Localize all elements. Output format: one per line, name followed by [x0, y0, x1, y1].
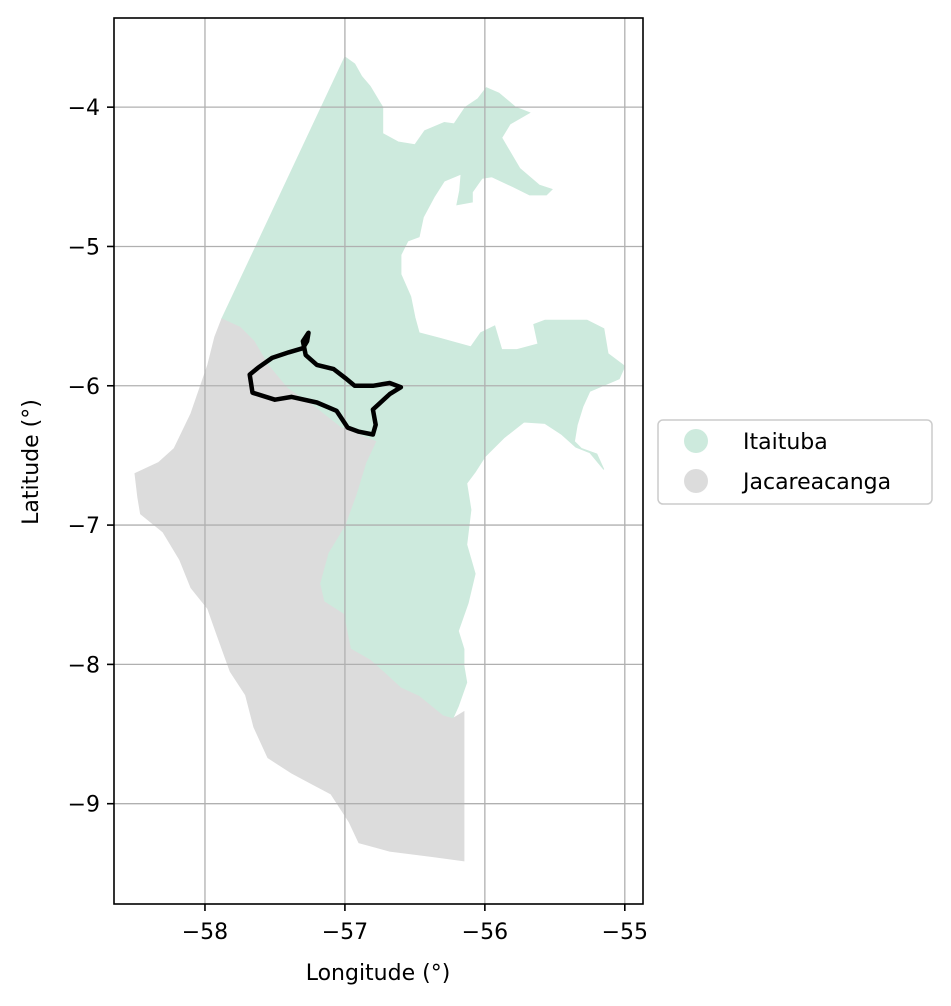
x-tick-label: −55 — [602, 920, 648, 945]
y-tick-label: −5 — [68, 235, 100, 260]
legend-frame — [657, 419, 933, 505]
y-tick-label: −9 — [68, 793, 100, 818]
y-axis-ticks: −4 −5 −6 −7 −8 −9 — [68, 96, 114, 818]
region-jacareacanga — [134, 318, 465, 862]
legend-marker-itaituba — [684, 429, 708, 453]
y-tick-label: −6 — [68, 375, 100, 400]
x-tick-label: −57 — [322, 920, 368, 945]
axes-frame — [113, 17, 644, 905]
y-tick-label: −4 — [68, 96, 100, 121]
y-tick-label: −8 — [68, 653, 100, 678]
legend-label-jacareacanga: Jacareacanga — [741, 470, 891, 495]
study-area-outline-layer — [247, 330, 404, 437]
x-tick-label: −58 — [182, 920, 228, 945]
x-tick-label: −56 — [462, 920, 508, 945]
y-axis-label: Latitude (°) — [19, 399, 44, 525]
study-area-outline — [247, 330, 404, 437]
legend-marker-jacareacanga — [684, 469, 708, 493]
x-axis-label: Longitude (°) — [306, 961, 451, 986]
x-axis-ticks: −58 −57 −56 −55 — [182, 904, 648, 945]
legend: Itaituba Jacareacanga — [657, 419, 933, 505]
y-tick-label: −7 — [68, 514, 100, 539]
legend-label-itaituba: Itaituba — [743, 430, 828, 455]
region-layer — [134, 56, 626, 862]
